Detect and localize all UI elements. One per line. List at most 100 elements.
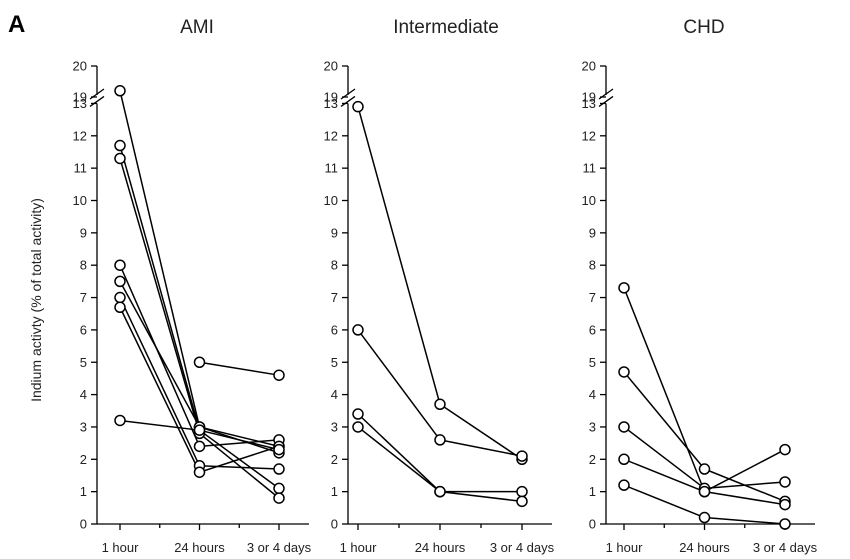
panel-letter: A xyxy=(8,11,25,38)
data-point xyxy=(618,453,630,466)
y-tick-label: 8 xyxy=(331,258,338,273)
data-point xyxy=(352,324,364,336)
series-line-segment xyxy=(704,481,786,490)
x-tick-label: 24 hours xyxy=(679,540,730,555)
series-line-segment xyxy=(199,439,280,448)
y-tick-label: 5 xyxy=(331,355,338,370)
y-tick-label: 6 xyxy=(80,322,87,337)
data-point xyxy=(114,139,126,152)
x-tick-label: 1 hour xyxy=(340,540,378,555)
y-tick-label: 8 xyxy=(589,258,596,273)
y-tick-label: 1 xyxy=(80,484,87,499)
data-point xyxy=(698,511,711,524)
y-tick-label: 4 xyxy=(331,387,338,402)
data-point xyxy=(193,356,206,368)
series-line-segment xyxy=(623,458,705,493)
y-tick-label: 13 xyxy=(324,96,338,111)
series-line-segment xyxy=(623,484,705,519)
data-point xyxy=(516,485,528,498)
panel-title: AMI xyxy=(180,17,214,38)
data-point xyxy=(779,498,791,511)
y-tick-label: 13 xyxy=(582,96,596,111)
y-tick-label: 19 xyxy=(324,90,338,105)
y-tick-label: 11 xyxy=(583,161,597,176)
series-line-segment xyxy=(704,490,786,506)
data-point xyxy=(698,485,711,498)
data-point xyxy=(114,291,126,304)
data-point xyxy=(434,434,446,446)
data-point xyxy=(516,450,528,462)
y-tick-label: 8 xyxy=(80,258,87,273)
x-tick-label: 1 hour xyxy=(102,540,140,555)
y-tick-label: 11 xyxy=(74,161,88,176)
y-tick-label: 6 xyxy=(331,322,338,337)
y-tick-label: 10 xyxy=(324,193,338,208)
series-line-segment xyxy=(439,490,523,503)
y-tick-label: 7 xyxy=(80,290,87,305)
series-line-segment xyxy=(119,419,200,431)
series-line-segment xyxy=(439,439,523,457)
y-tick-label: 4 xyxy=(589,387,596,402)
y-tick-label: 4 xyxy=(80,387,87,402)
y-tick-label: 0 xyxy=(331,517,338,532)
y-tick-label: 10 xyxy=(582,193,596,208)
y-tick-label: 7 xyxy=(331,290,338,305)
y-tick-label: 3 xyxy=(589,419,596,434)
x-tick-label: 3 or 4 days xyxy=(247,540,312,555)
data-point xyxy=(273,369,285,381)
chart-panel-1: AMI Indium activty (% of total activity) 0… xyxy=(28,17,312,555)
series-line-segment xyxy=(119,158,201,434)
panel-title: Intermediate xyxy=(393,17,499,38)
x-tick-label: 24 hours xyxy=(415,540,466,555)
y-tick-label: 2 xyxy=(331,452,338,467)
y-tick-label: 20 xyxy=(324,59,338,74)
y-tick-label: 12 xyxy=(324,128,338,143)
axis-break-mark xyxy=(340,95,356,107)
y-tick-label: 13 xyxy=(73,96,87,111)
y-tick-label: 1 xyxy=(589,484,596,499)
series-line-segment xyxy=(199,445,280,473)
y-tick-label: 10 xyxy=(73,193,87,208)
y-tick-label: 12 xyxy=(73,128,87,143)
data-point xyxy=(618,421,630,433)
data-point xyxy=(516,495,528,508)
y-tick-label: 9 xyxy=(589,225,596,240)
series-line-segment xyxy=(357,413,441,493)
data-point xyxy=(193,424,206,436)
series-line-segment xyxy=(623,287,706,492)
data-point xyxy=(114,275,126,288)
x-tick-label: 1 hour xyxy=(606,540,644,555)
series-line-segment xyxy=(704,448,786,493)
y-tick-label: 3 xyxy=(331,419,338,434)
data-point xyxy=(193,440,206,453)
x-tick-label: 24 hours xyxy=(174,540,225,555)
data-point xyxy=(779,476,791,488)
series-line-segment xyxy=(199,465,280,470)
data-point xyxy=(114,414,126,427)
y-tick-label: 3 xyxy=(80,419,87,434)
series-line-segment xyxy=(119,90,201,428)
data-point xyxy=(698,463,711,475)
data-point xyxy=(434,485,446,498)
data-point xyxy=(434,398,446,411)
series-line-segment xyxy=(199,429,280,451)
data-point xyxy=(114,85,126,97)
data-point xyxy=(193,466,206,478)
series-line-segment xyxy=(119,306,201,473)
y-tick-label: 20 xyxy=(73,59,87,74)
series-line-segment xyxy=(119,145,201,431)
data-point xyxy=(779,443,791,456)
y-tick-label: 0 xyxy=(589,517,596,532)
x-tick-label: 3 or 4 days xyxy=(490,540,555,555)
y-tick-label: 7 xyxy=(589,290,596,305)
series-line-segment xyxy=(357,106,441,405)
series-line-segment xyxy=(439,403,523,460)
y-tick-label: 1 xyxy=(331,484,338,499)
series-line-segment xyxy=(199,361,280,376)
data-point xyxy=(273,443,285,456)
data-point xyxy=(618,282,630,294)
series-line-segment xyxy=(704,516,786,525)
data-point xyxy=(352,408,364,420)
